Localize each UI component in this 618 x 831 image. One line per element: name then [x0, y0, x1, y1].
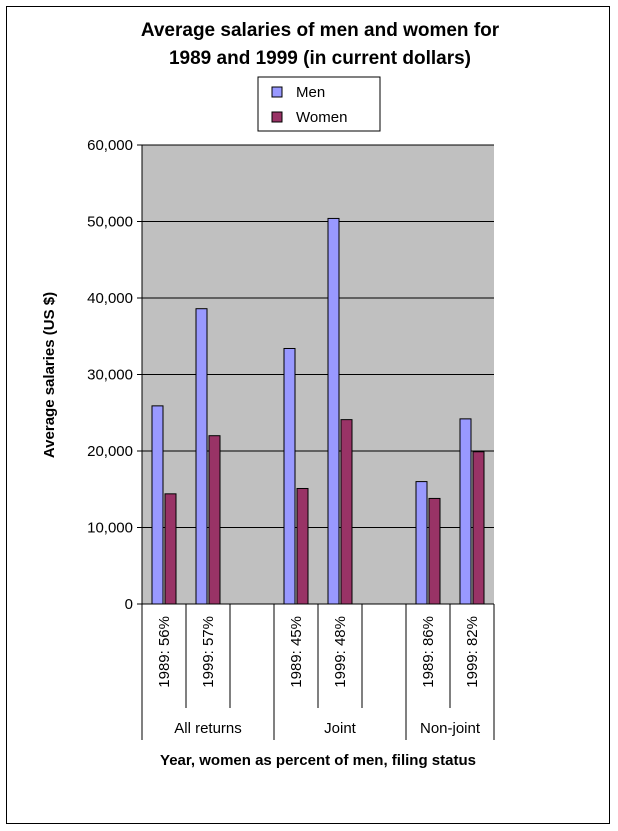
bar-men	[283, 347, 296, 605]
bar-women	[208, 435, 221, 605]
chart-title-line-2: 1989 and 1999 (in current dollars)	[169, 48, 471, 69]
bar-men	[327, 217, 340, 605]
x-tick-label: 1999: 82%	[464, 616, 481, 688]
legend-swatch-women	[271, 111, 283, 123]
bar-women	[296, 487, 309, 605]
plot-area: 0 10,000 20,000 30,000 40,000 50,000 60,000 198…	[87, 137, 495, 740]
y-tick-label: 0	[125, 596, 133, 613]
x-axis-title: Year, women as percent of men, filing st…	[160, 752, 476, 769]
x-tick-label: 1999: 57%	[200, 616, 217, 688]
bar-men	[195, 308, 208, 605]
bar-women	[472, 451, 485, 605]
bar-men	[459, 418, 472, 605]
x-group-label: Joint	[324, 720, 357, 737]
x-group-label: All returns	[174, 720, 242, 737]
legend-label-men: Men	[296, 84, 325, 101]
bar-women	[428, 497, 441, 605]
bar-women	[340, 419, 353, 605]
legend-label-women: Women	[296, 109, 347, 126]
x-tick-label: 1999: 48%	[332, 616, 349, 688]
chart-title-line-1: Average salaries of men and women for	[141, 20, 500, 41]
y-tick-label: 40,000	[87, 290, 133, 307]
y-tick-label: 20,000	[87, 443, 133, 460]
y-tick-label: 30,000	[87, 367, 133, 384]
bar-women	[164, 493, 177, 605]
chart-frame	[6, 6, 610, 824]
y-tick-label: 10,000	[87, 520, 133, 537]
y-tick-label: 60,000	[87, 137, 133, 154]
y-tick-label: 50,000	[87, 214, 133, 231]
bar-men	[415, 481, 428, 605]
x-tick-label: 1989: 56%	[156, 616, 173, 688]
x-tick-label: 1989: 86%	[420, 616, 437, 688]
legend-swatch-men	[271, 86, 283, 98]
bar-men	[151, 405, 164, 605]
x-group-label: Non-joint	[420, 720, 481, 737]
x-tick-label: 1989: 45%	[288, 616, 305, 688]
legend: Men Women	[257, 76, 381, 132]
y-axis-title: Average salaries (US $)	[41, 292, 58, 458]
